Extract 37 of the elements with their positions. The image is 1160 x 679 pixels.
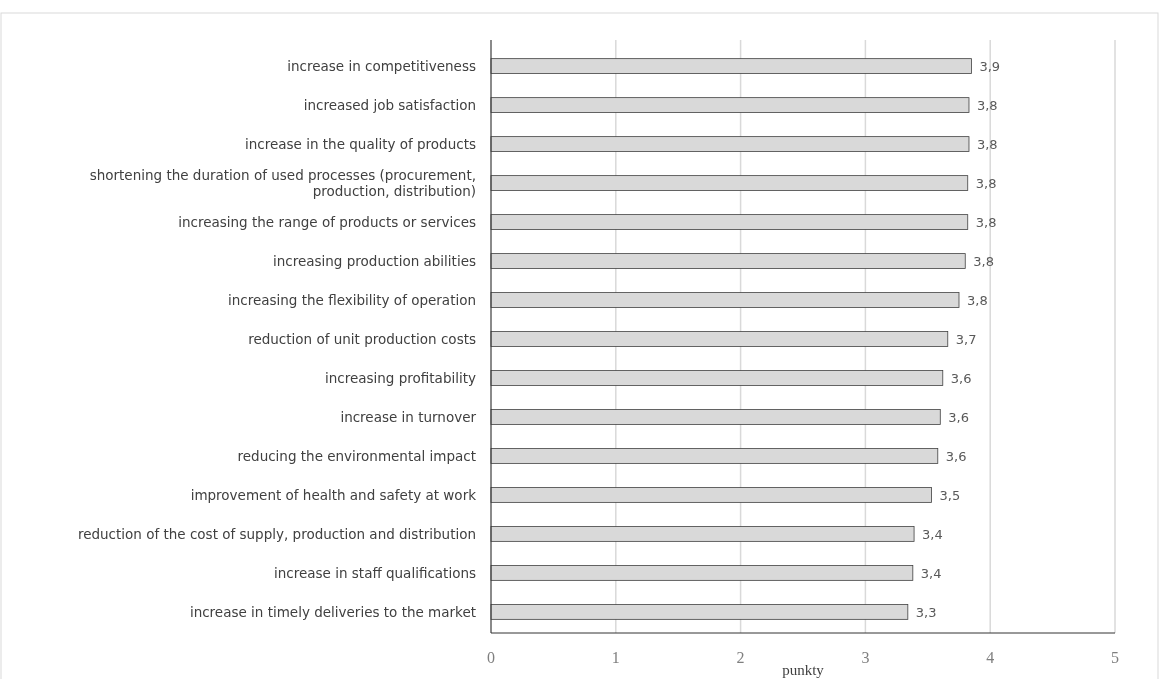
y-tick-label: reduction of the cost of supply, production and distribution xyxy=(77,525,476,542)
x-tick-label: 5 xyxy=(1111,649,1119,666)
y-tick-label: increase in timely deliveries to the market xyxy=(189,603,476,620)
y-tick-label: increasing profitability xyxy=(324,369,476,386)
data-label: 3,6 xyxy=(948,409,969,425)
x-tick-label: 0 xyxy=(487,649,495,666)
y-tick-label: increase in turnover xyxy=(340,408,477,425)
y-tick-label: increase in the quality of products xyxy=(245,136,476,153)
y-tick-label: reduction of unit production costs xyxy=(248,331,476,347)
data-label: 3,8 xyxy=(973,254,994,270)
data-label: 3,4 xyxy=(920,565,942,581)
data-label: 3,4 xyxy=(922,526,943,542)
data-label: 3,6 xyxy=(945,448,967,464)
data-label: 3,3 xyxy=(915,604,937,620)
y-tick-label: increasing the range of products or services xyxy=(178,214,476,231)
y-tick-label: increase in competitiveness xyxy=(287,58,476,75)
y-tick-label: improvement of health and safety at work xyxy=(190,486,477,503)
data-label: 3,5 xyxy=(939,487,961,503)
data-label: 3,6 xyxy=(950,370,972,386)
data-label: 3,7 xyxy=(955,332,977,347)
data-label: 3,8 xyxy=(975,176,997,192)
x-tick-label: 4 xyxy=(986,649,995,666)
y-tick-label: increasing production abilities xyxy=(272,253,476,270)
data-label: 3,8 xyxy=(976,98,998,114)
data-label: 3,9 xyxy=(979,59,1001,75)
y-tick-label: reducing the environmental impact xyxy=(237,447,476,464)
x-tick-label: 2 xyxy=(736,649,745,666)
data-label: 3,8 xyxy=(967,293,988,309)
data-label: 3,8 xyxy=(975,215,997,231)
x-axis-title: punkty xyxy=(782,662,825,678)
x-tick-label: 1 xyxy=(611,649,620,666)
y-tick-label: increasing the flexibility of operation xyxy=(227,292,476,309)
data-label: 3,8 xyxy=(976,137,998,153)
y-tick-label: increased job satisfaction xyxy=(303,97,476,114)
x-tick-label: 3 xyxy=(861,649,870,666)
y-tick-label: shortening the duration of used processes (procurement, production, distribution) xyxy=(89,167,476,200)
y-tick-label: increase in staff qualifications xyxy=(274,564,476,581)
